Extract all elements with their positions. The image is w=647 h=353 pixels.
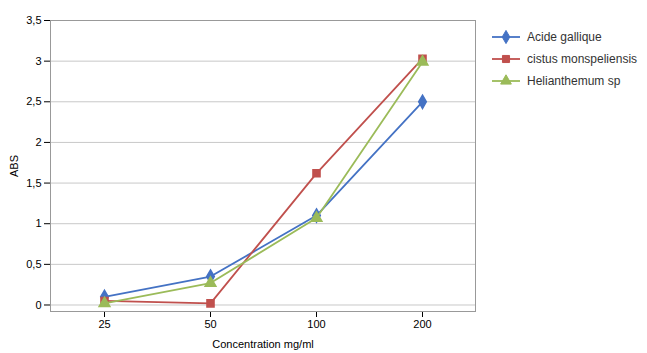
svg-text:ABS: ABS bbox=[8, 155, 20, 177]
svg-text:1: 1 bbox=[35, 217, 41, 229]
svg-text:25: 25 bbox=[98, 318, 110, 330]
svg-text:Concentration mg/ml: Concentration mg/ml bbox=[212, 338, 314, 350]
svg-text:100: 100 bbox=[307, 318, 325, 330]
svg-text:2,5: 2,5 bbox=[26, 95, 41, 107]
svg-text:0: 0 bbox=[35, 299, 41, 311]
html-text:Acide gallique: Acide gallique bbox=[527, 30, 602, 44]
html-text:Helianthemum sp: Helianthemum sp bbox=[527, 74, 621, 88]
svg-text:3,5: 3,5 bbox=[26, 14, 41, 26]
html-text:cistus monspeliensis: cistus monspeliensis bbox=[527, 52, 637, 66]
svg-text:200: 200 bbox=[413, 318, 431, 330]
svg-text:50: 50 bbox=[204, 318, 216, 330]
svg-text:2: 2 bbox=[35, 136, 41, 148]
svg-text:1,5: 1,5 bbox=[26, 177, 41, 189]
svg-text:3: 3 bbox=[35, 55, 41, 67]
svg-text:0,5: 0,5 bbox=[26, 258, 41, 270]
